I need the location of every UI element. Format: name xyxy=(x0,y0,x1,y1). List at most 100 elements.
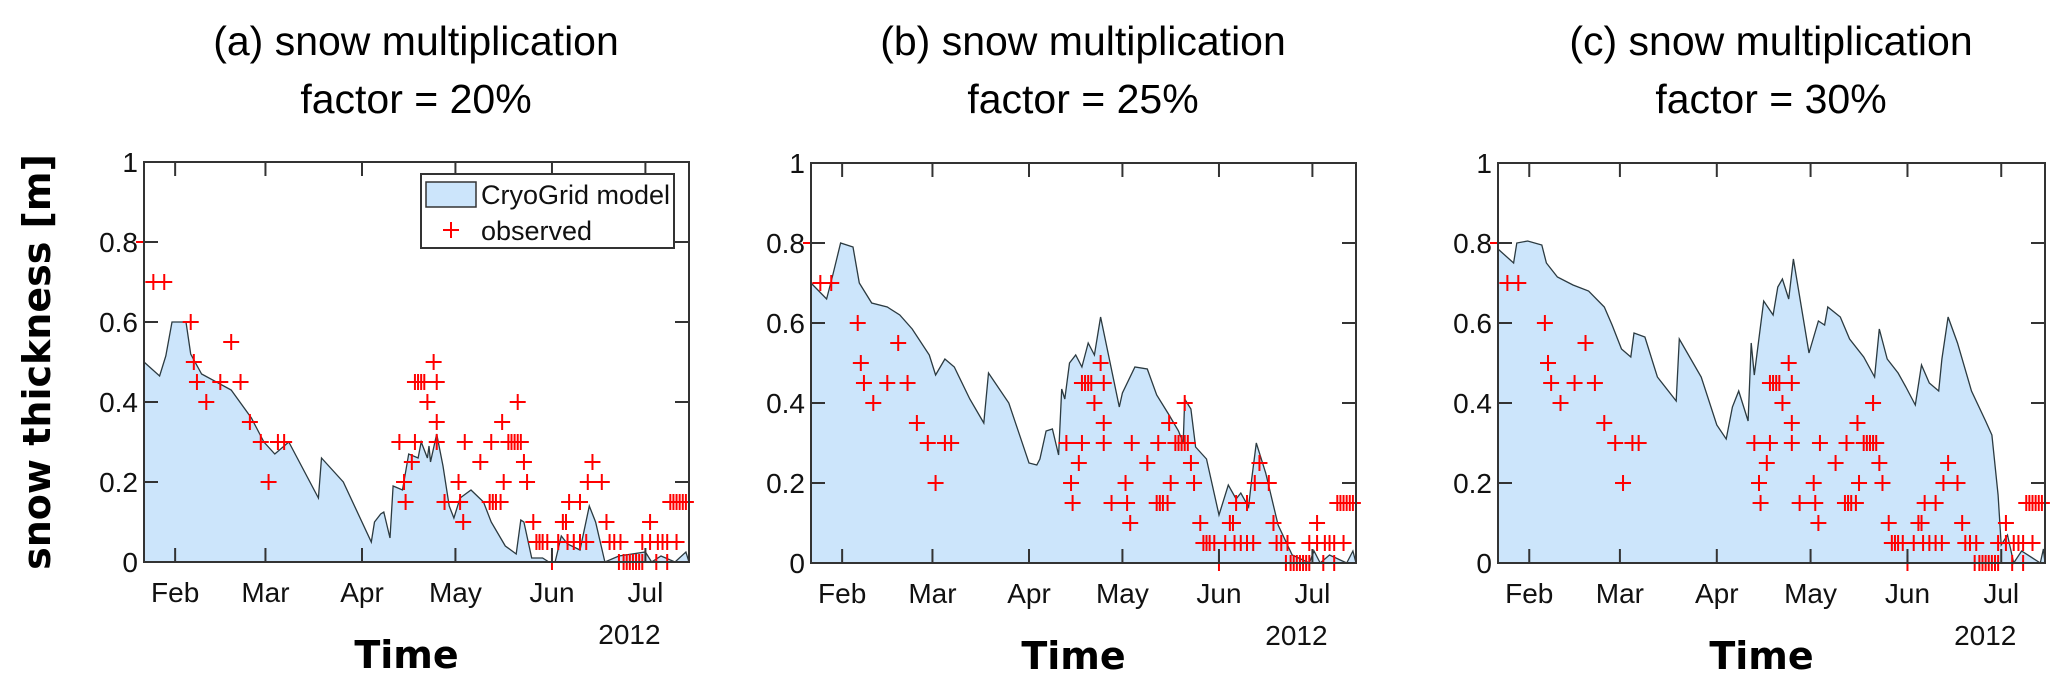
x-tick-label: Apr xyxy=(1695,578,1739,609)
model-area-c xyxy=(1498,241,2045,563)
observed-point xyxy=(472,454,489,470)
observed-point xyxy=(1123,435,1140,451)
x-tick-label: Jul xyxy=(1295,578,1331,609)
y-tick-label: 0 xyxy=(789,548,805,579)
y-tick-label: 1 xyxy=(789,148,805,179)
x-year-label: 2012 xyxy=(1954,620,2016,651)
y-tick-label: 0.4 xyxy=(766,388,805,419)
observed-point xyxy=(1552,395,1569,411)
observed-point xyxy=(1246,475,1263,491)
y-tick-label: 0.6 xyxy=(1453,308,1492,339)
observed-point xyxy=(1186,475,1203,491)
observed-point xyxy=(483,434,500,450)
observed-point xyxy=(428,374,445,390)
observed-point xyxy=(668,534,685,550)
observed-point xyxy=(495,474,512,490)
observed-point xyxy=(849,315,866,331)
observed-point xyxy=(572,494,588,510)
observed-point xyxy=(1780,355,1797,371)
model-area-a xyxy=(144,322,689,562)
observed-point xyxy=(276,434,293,450)
observed-point xyxy=(890,335,907,351)
y-tick-label: 0.8 xyxy=(766,228,805,259)
observed-point xyxy=(1159,495,1176,511)
x-axis-title: Time xyxy=(354,633,458,677)
observed-point xyxy=(241,414,258,430)
observed-point xyxy=(1851,475,1868,491)
observed-point xyxy=(1566,375,1583,391)
panel-c-plot: 0 0.2 0.4 0.6 0.8 1 Feb Mar Apr May Jun Jul 2012 Time xyxy=(1453,148,2050,678)
y-tick-label: 0.8 xyxy=(1453,228,1492,259)
observed-point xyxy=(1139,455,1156,471)
y-tick-label: 0.6 xyxy=(766,308,805,339)
x-axis-title: Time xyxy=(1021,634,1125,678)
observed-point xyxy=(397,494,414,510)
y-tick-label: 0 xyxy=(122,547,138,578)
observed-point xyxy=(512,434,529,450)
observed-point xyxy=(1607,435,1624,451)
y-tick-label: 0.2 xyxy=(99,467,138,498)
model-line-c xyxy=(1497,240,2046,565)
observed-point xyxy=(1063,475,1080,491)
panel-b-title-line2: factor = 25% xyxy=(967,76,1199,122)
observed-point xyxy=(579,474,596,490)
legend: CryoGrid model observed xyxy=(420,173,675,249)
observed-point xyxy=(1251,455,1268,471)
observed-point xyxy=(1245,535,1262,551)
observed-point xyxy=(1073,435,1090,451)
observed-point xyxy=(1335,535,1352,551)
observed-point xyxy=(1176,395,1193,411)
observed-point xyxy=(1162,475,1179,491)
x-tick-label: Apr xyxy=(1007,578,1051,609)
observed-point xyxy=(1750,475,1767,491)
observed-point xyxy=(515,454,532,470)
panel-a-title: (a) snow multiplication factor = 20% xyxy=(116,12,716,128)
observed-point xyxy=(865,395,882,411)
observed-point xyxy=(1192,515,1209,531)
observed-point xyxy=(1103,495,1120,511)
observed-point xyxy=(879,375,896,391)
x-tick-label: Mar xyxy=(1596,578,1644,609)
observed-point xyxy=(1865,395,1882,411)
observed-point xyxy=(1510,275,1527,291)
observed-point xyxy=(1805,475,1822,491)
legend-model-label: CryoGrid model xyxy=(481,180,670,210)
observed-point xyxy=(1874,475,1891,491)
observed-point xyxy=(1086,395,1103,411)
x-year-label: 2012 xyxy=(1265,620,1327,651)
x-tick-label: Feb xyxy=(1505,578,1553,609)
observed-point xyxy=(1064,495,1081,511)
observed-point xyxy=(391,434,408,450)
observed-point xyxy=(642,514,659,530)
observed-point xyxy=(1758,455,1775,471)
observed-point xyxy=(919,435,936,451)
observed-point xyxy=(1838,435,1855,451)
observed-point xyxy=(428,414,445,430)
panel-c-title: (c) snow multiplication factor = 30% xyxy=(1471,12,2067,128)
observed-point xyxy=(1095,375,1112,391)
observed-point xyxy=(252,434,269,450)
x-tick-label: Jun xyxy=(529,577,574,608)
panel-b-title-line1: (b) snow multiplication xyxy=(880,18,1286,64)
panel-a-axes-box xyxy=(143,161,690,563)
observed-point xyxy=(598,514,615,530)
observed-point xyxy=(943,435,960,451)
observed-point xyxy=(1997,515,2014,531)
observed-point xyxy=(1761,435,1778,451)
observed-point xyxy=(1182,455,1199,471)
observed-point xyxy=(1117,475,1134,491)
x-tick-label: Apr xyxy=(340,577,384,608)
observed-point xyxy=(198,394,215,410)
observed-point xyxy=(612,534,629,550)
observed-point xyxy=(509,394,526,410)
model-line-b xyxy=(810,242,1357,565)
observed-point xyxy=(677,494,694,510)
observed-point xyxy=(557,514,574,530)
observed-point xyxy=(494,414,511,430)
observed-point xyxy=(1540,355,1557,371)
y-tick-label: 0.4 xyxy=(1453,388,1492,419)
observed-point xyxy=(1596,415,1613,431)
observed-point xyxy=(2033,495,2050,511)
x-tick-label: May xyxy=(1096,578,1149,609)
